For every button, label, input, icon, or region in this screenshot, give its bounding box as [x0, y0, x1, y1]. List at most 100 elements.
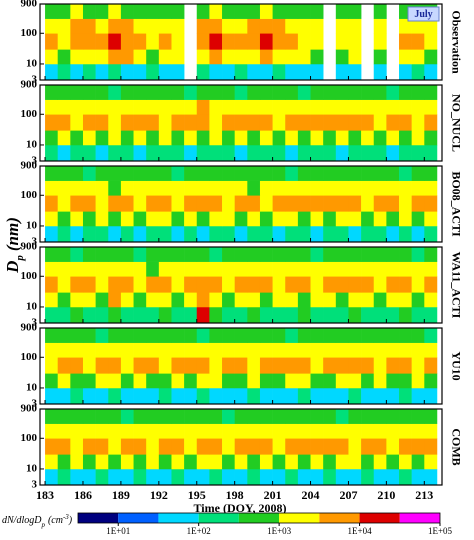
heat-cell [158, 357, 172, 374]
heat-cell [120, 261, 134, 277]
heat-cell [209, 18, 223, 34]
heat-cell [335, 306, 349, 324]
heat-cell [310, 85, 324, 100]
heat-cell [411, 247, 425, 262]
heat-cell [108, 328, 122, 343]
heat-cell [57, 63, 71, 81]
heat-cell [120, 49, 134, 65]
heat-cell [234, 276, 248, 293]
heat-cell [247, 342, 261, 358]
heat-cell [120, 99, 134, 115]
heat-cell [45, 85, 58, 100]
heat-cell [108, 85, 122, 100]
y-tick-label: 10 [26, 300, 38, 312]
panel-label: COMB [449, 428, 463, 465]
heat-cell [171, 454, 185, 470]
heat-cell [108, 18, 122, 34]
heat-cell [323, 114, 337, 131]
heat-cell [184, 423, 198, 439]
heat-cell [411, 387, 425, 405]
heat-cell [272, 247, 286, 262]
heat-cell [196, 387, 210, 405]
y-tick-label: 100 [21, 270, 38, 282]
heat-cell [373, 85, 387, 100]
heat-cell [310, 225, 324, 243]
heat-cell [335, 423, 349, 439]
heat-cell [57, 130, 71, 146]
heat-cell [247, 247, 261, 262]
heat-cell [158, 423, 172, 439]
heat-cell [146, 328, 160, 343]
heat-cell [70, 166, 84, 181]
heat-cell [209, 276, 223, 293]
heat-cell [171, 18, 185, 34]
heat-cell [323, 261, 337, 277]
heat-cell [146, 306, 160, 324]
heat-cell [120, 328, 134, 343]
heat-cell [234, 247, 248, 262]
heat-cell [399, 85, 412, 100]
heat-cell [259, 225, 273, 243]
y-tick-label: 100 [21, 351, 38, 363]
heat-cell [82, 49, 96, 65]
heat-cell [247, 85, 261, 100]
heat-cell [222, 211, 235, 227]
heat-cell [399, 409, 412, 424]
heat-cell [196, 114, 210, 131]
heat-cell [108, 99, 122, 115]
heat-cell [361, 387, 375, 405]
heat-cell [373, 33, 387, 50]
heat-cell [184, 373, 198, 389]
heat-cell [373, 423, 387, 439]
heat-cell [196, 85, 210, 100]
heat-cell [108, 247, 122, 262]
heat-cell [272, 130, 286, 146]
heat-cell [158, 468, 172, 486]
heat-cell [386, 195, 400, 212]
heat-cell [386, 261, 400, 277]
heat-cell [348, 130, 362, 146]
heat-cell [82, 468, 96, 486]
heat-cell [45, 225, 58, 243]
heat-cell [310, 438, 324, 455]
heat-cell [259, 130, 273, 146]
heat-cell [297, 166, 311, 181]
heat-cell [335, 225, 349, 243]
colorbar-label-main: dN/dlogD [2, 515, 42, 526]
heat-cell [146, 144, 160, 162]
heat-cell [285, 99, 299, 115]
heat-cell [272, 4, 286, 19]
heat-cell [247, 211, 261, 227]
heat-cell [120, 211, 134, 227]
heat-cell [120, 166, 134, 181]
heat-cell [259, 49, 273, 65]
y-tick-label: 3 [32, 236, 38, 248]
heat-cell [82, 195, 96, 212]
heat-cell [297, 438, 311, 455]
heat-cell [386, 468, 400, 486]
heat-cell [57, 261, 71, 277]
heat-cell [222, 4, 235, 19]
heat-cell [310, 166, 324, 181]
heat-cell [259, 63, 273, 81]
heat-cell [158, 225, 172, 243]
heat-cell [361, 438, 375, 455]
heat-cell [120, 63, 134, 81]
heat-cell [373, 18, 387, 34]
heat-cell [424, 276, 438, 293]
heat-cell [348, 49, 362, 65]
heat-cell [361, 195, 375, 212]
heat-cell [285, 454, 299, 470]
heat-cell [285, 423, 299, 439]
heat-cell [57, 306, 71, 324]
heat-cell [335, 409, 349, 424]
heat-cell [361, 99, 375, 115]
heat-cell [373, 247, 387, 262]
heat-cell [424, 261, 438, 277]
heat-cell [133, 438, 147, 455]
heat-cell [411, 342, 425, 358]
heat-cell [133, 166, 147, 181]
heat-cell [335, 18, 349, 34]
colorbar-label-close: ) [68, 515, 73, 526]
heat-cell [171, 247, 185, 262]
